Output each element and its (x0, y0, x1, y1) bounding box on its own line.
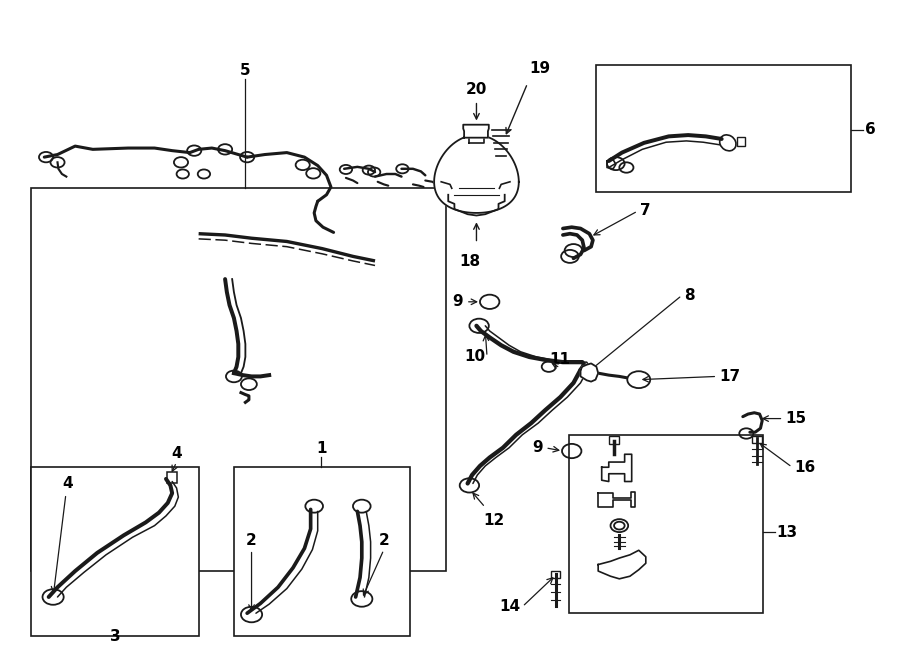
Text: 7: 7 (640, 203, 651, 218)
Bar (31, 188, 446, 571)
Text: 6: 6 (865, 122, 876, 138)
Bar (31, 467, 199, 636)
Text: 10: 10 (464, 350, 485, 365)
Polygon shape (602, 454, 632, 481)
Bar (166, 472, 177, 483)
Polygon shape (434, 135, 518, 213)
Text: 1: 1 (316, 441, 327, 455)
Text: 9: 9 (532, 440, 543, 455)
Polygon shape (598, 550, 646, 579)
Text: 5: 5 (240, 63, 251, 78)
Text: 18: 18 (459, 254, 480, 269)
Bar (596, 65, 851, 191)
Bar (736, 137, 745, 146)
Polygon shape (598, 492, 635, 508)
Text: 15: 15 (785, 411, 806, 426)
Text: 17: 17 (719, 369, 740, 384)
Polygon shape (464, 124, 489, 138)
Bar (234, 467, 410, 636)
Text: 2: 2 (379, 534, 389, 548)
Text: 2: 2 (247, 534, 256, 548)
Text: 14: 14 (500, 599, 520, 614)
Bar (752, 436, 762, 443)
Text: 13: 13 (777, 524, 797, 540)
Bar (608, 436, 619, 444)
Bar (569, 435, 763, 613)
Text: 19: 19 (529, 61, 551, 75)
Text: 16: 16 (794, 459, 815, 475)
Bar (552, 571, 560, 577)
Text: 20: 20 (466, 83, 487, 97)
Text: 4: 4 (171, 446, 182, 461)
Text: 11: 11 (550, 352, 571, 367)
Text: 3: 3 (110, 629, 121, 643)
Text: 12: 12 (483, 512, 505, 528)
Text: 4: 4 (51, 476, 73, 593)
Polygon shape (580, 363, 598, 381)
Polygon shape (470, 136, 483, 143)
Text: 8: 8 (684, 288, 695, 303)
Text: 9: 9 (453, 295, 464, 309)
